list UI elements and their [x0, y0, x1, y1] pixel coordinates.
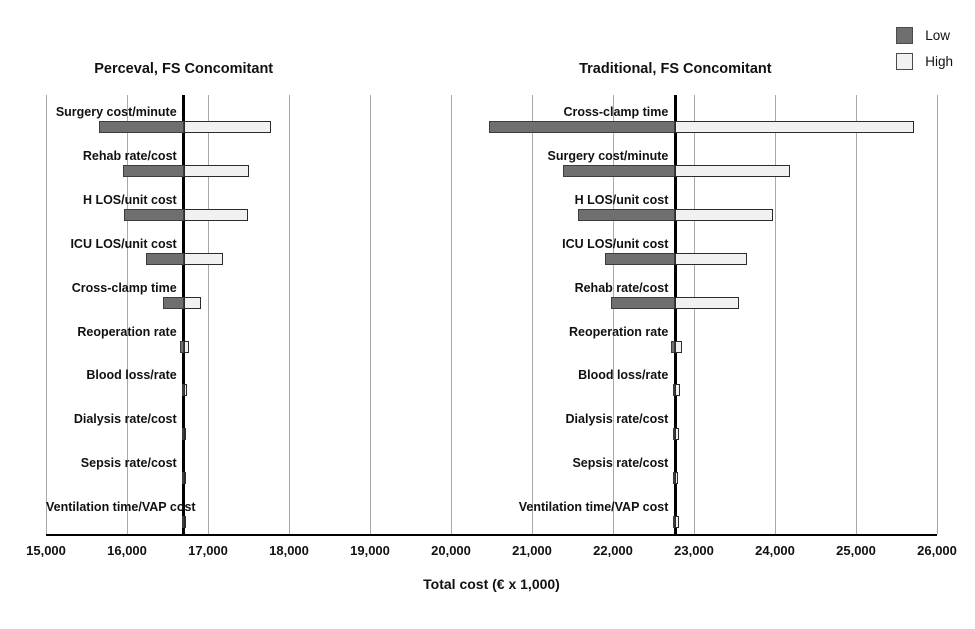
x-tick-label: 21,000 [512, 543, 552, 558]
low-bar-segment [611, 296, 676, 309]
x-tick-label: 22,000 [593, 543, 633, 558]
gridline-17000 [207, 95, 209, 534]
high-bar-segment [183, 516, 186, 529]
high-bar-segment [675, 121, 915, 133]
gridline-22000 [612, 95, 614, 534]
x-tick-label: 16,000 [107, 543, 147, 558]
x-axis-title: Total cost (€ x 1,000) [423, 576, 560, 592]
row-label: Surgery cost/minute [55, 105, 177, 119]
panel-title: Perceval, FS Concomitant [94, 61, 274, 77]
low-bar-segment [578, 208, 676, 221]
low-bar-segment [673, 428, 676, 441]
low-bar-segment [672, 384, 676, 397]
gridline-26000 [936, 95, 938, 534]
row-label: Rehab rate/cost [574, 280, 669, 295]
legend-label-high: High [925, 54, 953, 69]
gridline-15000 [45, 95, 47, 534]
gridline-16000 [126, 95, 128, 534]
x-tick-label: 25,000 [836, 543, 876, 558]
gridline-18000 [288, 95, 290, 534]
x-tick-label: 18,000 [269, 543, 309, 558]
high-bar-segment [183, 252, 223, 265]
x-tick-label: 19,000 [350, 543, 390, 558]
row-label: Cross-clamp time [71, 280, 177, 295]
row-label: Rehab rate/cost [82, 148, 177, 163]
x-tick-label: 23,000 [674, 543, 714, 558]
row-label: Sepsis rate/cost [80, 456, 177, 471]
low-bar-segment [604, 252, 676, 265]
low-bar-segment [181, 384, 184, 397]
high-bar-segment [675, 516, 679, 529]
x-tick-label: 24,000 [755, 543, 795, 558]
high-bar-segment [675, 296, 740, 309]
row-label: Surgery cost/minute [547, 148, 669, 163]
high-bar-segment [183, 121, 272, 133]
row-label: Sepsis rate/cost [572, 456, 669, 471]
row-label: H LOS/unit cost [574, 192, 669, 207]
high-bar-segment [675, 428, 679, 441]
low-bar-segment [181, 428, 184, 441]
row-label: Ventilation time/VAP cost [46, 500, 196, 515]
low-bar-segment [123, 208, 184, 221]
row-label: Dialysis rate/cost [73, 412, 177, 427]
high-bar-segment [183, 472, 186, 485]
x-tick-label: 17,000 [188, 543, 228, 558]
low-bar-segment [181, 516, 184, 529]
high-bar-segment [675, 472, 678, 485]
high-bar-segment [675, 340, 682, 353]
x-tick-label: 26,000 [917, 543, 957, 558]
x-tick-label: 20,000 [431, 543, 471, 558]
low-bar-segment [489, 121, 676, 133]
base-value-line [182, 95, 186, 534]
low-bar-segment [673, 472, 676, 485]
high-bar-segment [183, 428, 187, 441]
row-label: ICU LOS/unit cost [70, 236, 177, 251]
legend-label-low: Low [925, 28, 950, 43]
legend: Low High [896, 27, 953, 79]
x-tick-label: 15,000 [26, 543, 66, 558]
high-bar-segment [183, 164, 250, 177]
row-label: Cross-clamp time [563, 105, 669, 119]
panel-title: Traditional, FS Concomitant [579, 61, 772, 77]
high-bar-segment [675, 208, 773, 221]
gridline-20000 [450, 95, 452, 534]
base-value-line [673, 95, 677, 534]
low-bar-segment [163, 296, 184, 309]
high-bar-segment [675, 164, 791, 177]
low-bar-segment [179, 340, 184, 353]
low-bar-segment [673, 516, 676, 529]
high-bar-segment [183, 384, 187, 397]
legend-item-low: Low [896, 27, 953, 44]
low-bar-segment [562, 164, 676, 177]
row-label: Blood loss/rate [578, 368, 669, 383]
low-bar-segment [145, 252, 184, 265]
low-bar-segment [671, 340, 676, 353]
high-bar-segment [183, 296, 201, 309]
row-label: ICU LOS/unit cost [562, 236, 669, 251]
low-bar-segment [181, 472, 184, 485]
row-label: Ventilation time/VAP cost [518, 500, 669, 515]
gridline-23000 [693, 95, 695, 534]
gridline-25000 [855, 95, 857, 534]
gridline-19000 [369, 95, 371, 534]
gridline-24000 [774, 95, 776, 534]
legend-swatch-low [896, 27, 914, 44]
low-bar-segment [122, 164, 184, 177]
low-bar-segment [99, 121, 184, 133]
row-label: H LOS/unit cost [82, 192, 177, 207]
high-bar-segment [183, 340, 189, 353]
row-label: Blood loss/rate [86, 368, 177, 383]
high-bar-segment [183, 208, 248, 221]
legend-item-high: High [896, 53, 953, 70]
row-label: Dialysis rate/cost [565, 412, 669, 427]
gridline-21000 [531, 95, 533, 534]
high-bar-segment [675, 252, 747, 265]
row-label: Reoperation rate [77, 324, 177, 339]
plot-area: Surgery cost/minute Rehab rate/cost H LOS/… [45, 95, 938, 536]
row-label: Reoperation rate [569, 324, 669, 339]
high-bar-segment [675, 384, 681, 397]
legend-swatch-high [896, 53, 914, 70]
